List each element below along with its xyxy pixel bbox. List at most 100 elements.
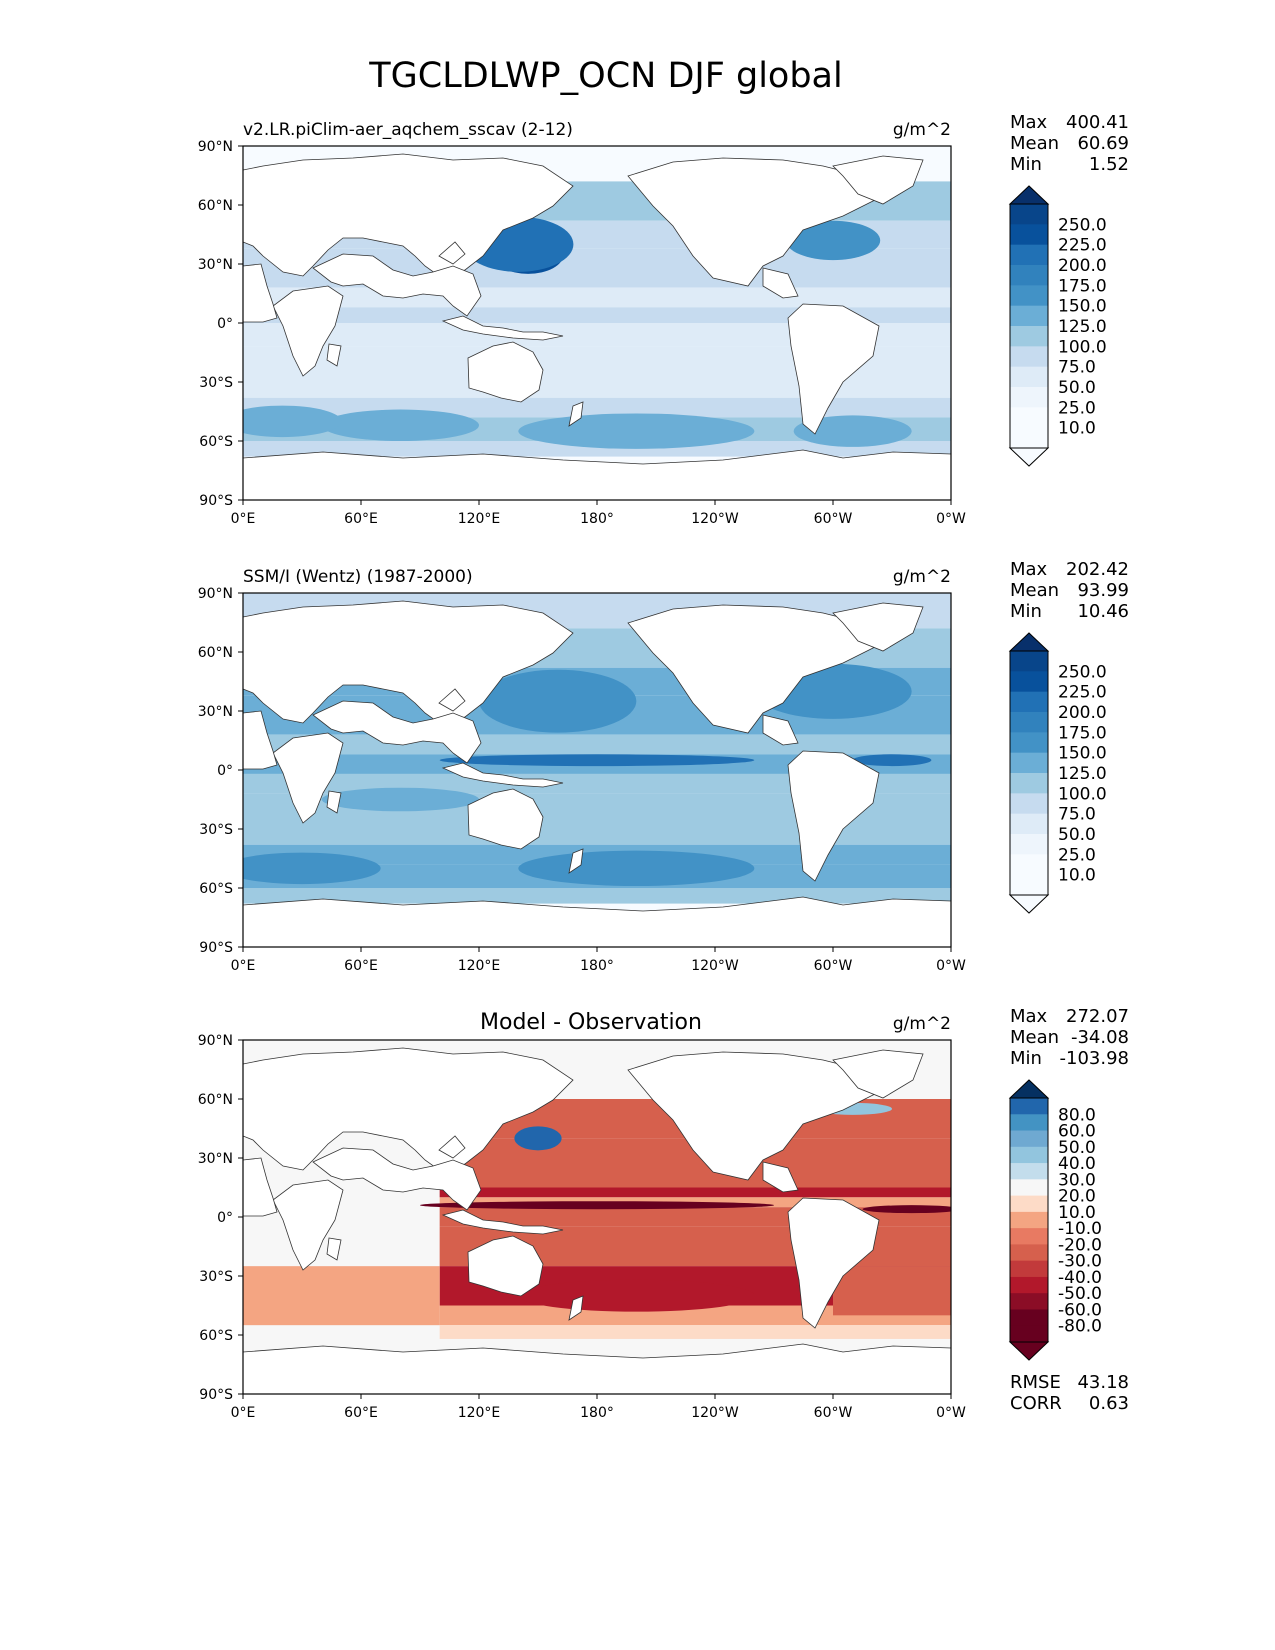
colorbar-segment	[1010, 224, 1048, 246]
colorbar-tick-label: 50.0	[1058, 825, 1096, 845]
stat-value: 93.99	[1077, 580, 1129, 601]
colorbar-tick-label: 200.0	[1058, 703, 1107, 723]
colorbar-segment	[1010, 1293, 1048, 1310]
colorbar-tick-label: 25.0	[1058, 398, 1096, 418]
y-tick-label: 0°	[217, 316, 233, 332]
colorbar-tick-label: 75.0	[1058, 358, 1096, 378]
stat-value: 60.69	[1077, 133, 1129, 154]
colorbar-segment	[1010, 1260, 1048, 1278]
stat-value: 272.07	[1066, 1006, 1129, 1027]
field-band	[243, 307, 951, 323]
y-tick-label: 30°N	[198, 704, 233, 720]
stat-label: Mean	[1010, 133, 1059, 154]
colorbar-segment	[1010, 407, 1048, 429]
colorbar-tick-label: 10.0	[1058, 866, 1096, 886]
colorbar-tick-label: 225.0	[1058, 236, 1107, 256]
colorbar-frame	[1009, 1097, 1049, 1343]
colorbar-3: 80.060.050.040.030.020.010.0-10.0-20.0-3…	[1008, 1079, 1102, 1361]
colorbar-segment	[1010, 1179, 1048, 1197]
y-tick-label: 90°S	[199, 1387, 233, 1403]
colorbar-segment	[1010, 712, 1048, 733]
field-band	[243, 1266, 440, 1326]
page-title: TGCLDLWP_OCN DJF global	[369, 56, 843, 96]
panel-title: v2.LR.piClim-aer_aqchem_sscav (2-12)	[243, 120, 573, 140]
y-tick-label: 30°S	[199, 822, 233, 838]
colorbar-tick-label: 20.0	[1058, 1187, 1096, 1207]
stat-label: Mean	[1010, 580, 1059, 601]
field-band	[833, 1266, 951, 1316]
y-tick-label: 90°N	[198, 139, 233, 155]
field-anomaly	[518, 1279, 755, 1312]
y-tick-label: 30°S	[199, 1269, 233, 1285]
field-band	[439, 1325, 951, 1339]
colorbar-segment	[1010, 244, 1048, 266]
colorbar-segment	[1010, 1114, 1048, 1132]
colorbar-segment	[1010, 1244, 1048, 1262]
y-tick-label: 90°S	[199, 493, 233, 509]
colorbar-extend-top	[1008, 1079, 1050, 1099]
y-tick-label: 60°N	[198, 198, 233, 214]
colorbar-tick-label: 250.0	[1058, 662, 1107, 682]
colorbar-tick-label: 100.0	[1058, 784, 1107, 804]
y-tick-label: 60°S	[199, 434, 233, 450]
colorbar-extend-bottom	[1008, 1341, 1050, 1361]
colorbar-tick-label: 250.0	[1058, 215, 1107, 235]
colorbar-segment	[1010, 691, 1048, 713]
colorbar-tick-label: 40.0	[1058, 1154, 1096, 1174]
x-tick-label: 120°E	[458, 511, 501, 527]
map-panel-1: 0°E 60°E 120°E 180° 120°W 60°W 0°W 90°N 60°N 30°N…	[198, 120, 966, 527]
colorbar-extend-top	[1008, 632, 1050, 652]
stats-block-1: Max 400.41 Mean 60.69 Min 1.52	[1010, 112, 1129, 175]
colorbar-tick-label: 150.0	[1058, 744, 1107, 764]
colorbar-tick-label: 50.0	[1058, 1138, 1096, 1158]
field-anomaly	[321, 409, 479, 441]
panel-title-center: Model - Observation	[480, 1010, 702, 1035]
colorbar-segment	[1010, 366, 1048, 388]
stat-label: Min	[1010, 601, 1042, 622]
colorbar-frame	[1009, 203, 1049, 449]
colorbar-tick-label: 125.0	[1058, 317, 1107, 337]
field-3	[243, 1040, 951, 1394]
colorbar-tick-label: 100.0	[1058, 337, 1107, 357]
colorbar-segment	[1010, 834, 1048, 855]
stat-value: 400.41	[1066, 112, 1129, 133]
colorbar-tick-label: 10.0	[1058, 1203, 1096, 1223]
y-tick-label: 30°S	[199, 375, 233, 391]
y-tick-label: 90°S	[199, 940, 233, 956]
stat-label: Min	[1010, 154, 1042, 175]
colorbar-2: 250.0225.0200.0175.0150.0125.0100.075.05…	[1008, 632, 1107, 914]
x-tick-label: 120°E	[458, 958, 501, 974]
colorbar-segment	[1010, 427, 1048, 449]
colorbar-segment	[1010, 1098, 1048, 1115]
colorbar-segment	[1010, 387, 1048, 408]
x-tick-label: 0°E	[231, 1405, 256, 1421]
colorbar-segment	[1010, 1211, 1048, 1229]
stats-block-3: Max 272.07 Mean -34.08 Min -103.98	[1010, 1006, 1129, 1069]
y-tick-label: 90°N	[198, 1033, 233, 1049]
colorbar-tick-label: -60.0	[1058, 1300, 1102, 1320]
metric-label: RMSE	[1010, 1372, 1061, 1393]
colorbar-tick-label: -40.0	[1058, 1268, 1102, 1288]
field-anomaly	[862, 1205, 951, 1214]
y-tick-label: 30°N	[198, 257, 233, 273]
x-tick-label: 120°E	[458, 1405, 501, 1421]
metric-value: 0.63	[1089, 1393, 1129, 1414]
field-band	[243, 888, 951, 904]
y-tick-label: 30°N	[198, 1151, 233, 1167]
field-anomaly	[420, 1201, 774, 1210]
field-band	[243, 287, 951, 308]
stat-value: 10.46	[1077, 601, 1129, 622]
stat-value: -103.98	[1060, 1048, 1129, 1069]
metrics-block: RMSE 43.18 CORR 0.63	[1010, 1372, 1129, 1414]
field-anomaly	[243, 405, 342, 438]
field-anomaly	[321, 787, 479, 812]
y-tick-label: 0°	[217, 763, 233, 779]
x-tick-label: 60°W	[814, 1405, 853, 1421]
colorbar-segment	[1010, 874, 1048, 896]
units-label: g/m^2	[893, 567, 951, 587]
colorbar-tick-label: 150.0	[1058, 297, 1107, 317]
x-tick-label: 60°W	[814, 511, 853, 527]
field-anomaly	[514, 1126, 562, 1151]
colorbar-segment	[1010, 1146, 1048, 1164]
